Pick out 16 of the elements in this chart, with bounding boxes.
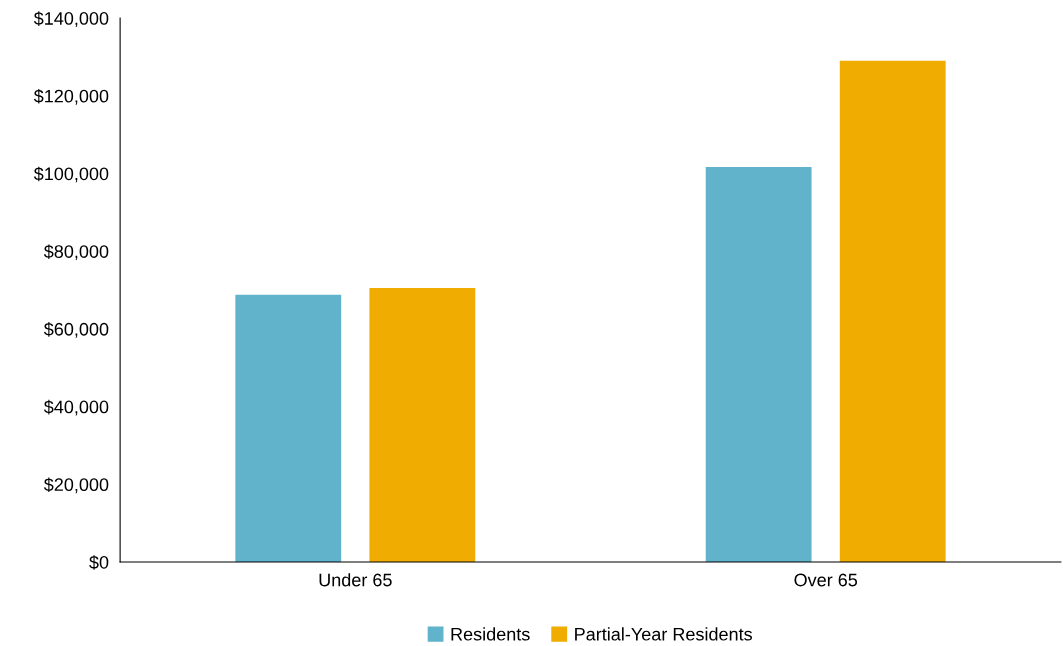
x-tick-label: Under 65 (319, 573, 392, 587)
legend-label: Partial-Year Residents (575, 627, 752, 641)
y-tick-label: $60,000 (43, 322, 109, 338)
bar (839, 60, 946, 563)
legend-label: Residents (451, 627, 530, 641)
y-tick-label: $120,000 (33, 88, 109, 105)
y-tick-label: $80,000 (43, 244, 109, 261)
y-tick-label: $0 (89, 555, 109, 570)
y-tick-label: $140,000 (33, 11, 109, 27)
y-tick-label: $40,000 (43, 399, 109, 416)
y-tick-label: $20,000 (43, 477, 109, 494)
bar (705, 166, 812, 563)
y-tick-label: $100,000 (33, 166, 109, 183)
bar (235, 294, 342, 563)
bar (369, 288, 476, 563)
x-tick-label: Over 65 (794, 573, 858, 587)
